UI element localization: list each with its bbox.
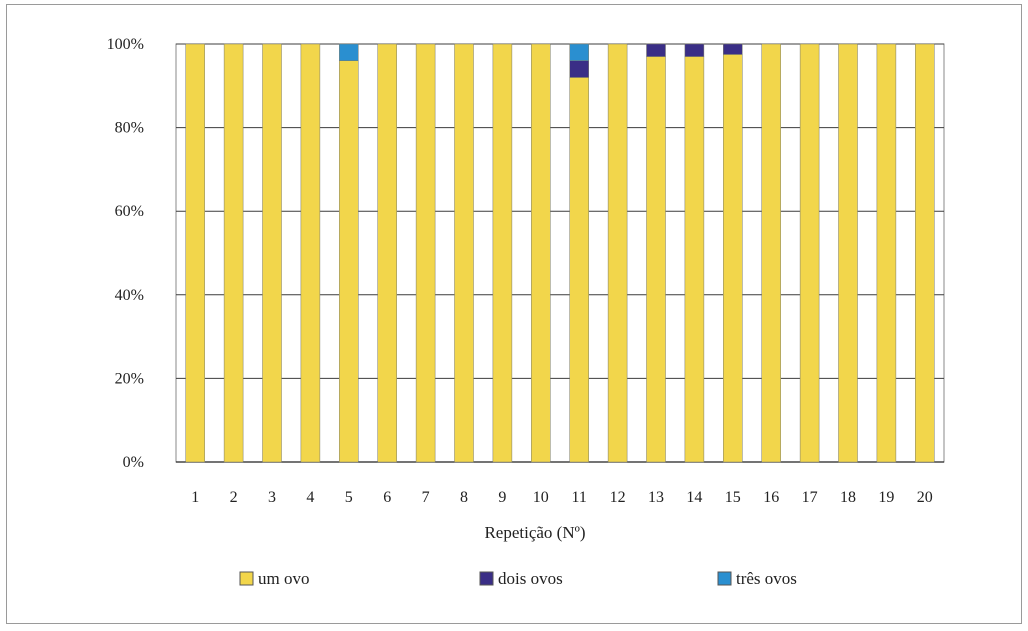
bar-segment	[339, 44, 358, 61]
bar-segment	[685, 44, 704, 57]
y-tick-label: 20%	[115, 370, 144, 387]
bar-segment	[263, 44, 282, 462]
x-tick-label: 19	[878, 489, 894, 506]
legend-item: três ovos	[718, 569, 797, 588]
x-axis-title: Repetição (Nº)	[484, 523, 585, 542]
x-tick-label: 15	[725, 489, 741, 506]
bar-segment	[416, 44, 435, 462]
y-tick-label: 60%	[115, 203, 144, 220]
bar-segment	[531, 44, 550, 462]
bar-segment	[723, 44, 742, 54]
x-tick-label: 7	[422, 489, 430, 506]
bar-segment	[493, 44, 512, 462]
x-axis-ticks: 1 2 3 4 5 6 7 8 9 10 11 12 13 14 15 16 17 18 19 20	[191, 489, 933, 506]
plot-area	[176, 44, 944, 462]
x-tick-label: 5	[345, 489, 353, 506]
bar-segment	[762, 44, 781, 462]
x-tick-label: 20	[917, 489, 933, 506]
legend: um ovo dois ovos três ovos	[240, 569, 797, 588]
legend-swatch	[240, 572, 253, 585]
x-tick-label: 13	[648, 489, 664, 506]
y-tick-label: 100%	[107, 36, 144, 53]
bar-segment	[570, 44, 589, 61]
x-tick-label: 14	[686, 489, 702, 506]
x-tick-label: 17	[802, 489, 818, 506]
bar-segment	[378, 44, 397, 462]
x-tick-label: 4	[306, 489, 314, 506]
x-tick-label: 9	[498, 489, 506, 506]
bar-segment	[570, 77, 589, 462]
x-tick-label: 18	[840, 489, 856, 506]
bar-segment	[570, 61, 589, 78]
x-tick-label: 8	[460, 489, 468, 506]
x-tick-label: 16	[763, 489, 779, 506]
bar-segment	[301, 44, 320, 462]
bar-segment	[915, 44, 934, 462]
legend-item: um ovo	[240, 569, 309, 588]
y-tick-label: 40%	[115, 287, 144, 304]
y-axis-ticks: 0% 20% 40% 60% 80% 100%	[107, 36, 144, 471]
bar-segment	[455, 44, 474, 462]
bar-segment	[224, 44, 243, 462]
x-tick-label: 3	[268, 489, 276, 506]
legend-label: dois ovos	[498, 569, 563, 588]
legend-swatch	[718, 572, 731, 585]
x-tick-label: 6	[383, 489, 391, 506]
bar-segment	[685, 57, 704, 462]
bar-segment	[186, 44, 205, 462]
legend-label: um ovo	[258, 569, 309, 588]
x-tick-label: 1	[191, 489, 199, 506]
bar-segment	[339, 61, 358, 462]
x-tick-label: 12	[610, 489, 626, 506]
legend-label: três ovos	[736, 569, 797, 588]
bar-segment	[647, 57, 666, 462]
y-tick-label: 0%	[123, 454, 144, 471]
x-tick-label: 2	[230, 489, 238, 506]
bar-segment	[647, 44, 666, 57]
x-tick-label: 11	[571, 489, 586, 506]
bar-segment	[723, 54, 742, 462]
bar-segment	[877, 44, 896, 462]
bar-segment	[839, 44, 858, 462]
bar-segment	[800, 44, 819, 462]
x-tick-label: 10	[533, 489, 549, 506]
y-tick-label: 80%	[115, 120, 144, 137]
legend-item: dois ovos	[480, 569, 563, 588]
legend-swatch	[480, 572, 493, 585]
bar-segment	[608, 44, 627, 462]
